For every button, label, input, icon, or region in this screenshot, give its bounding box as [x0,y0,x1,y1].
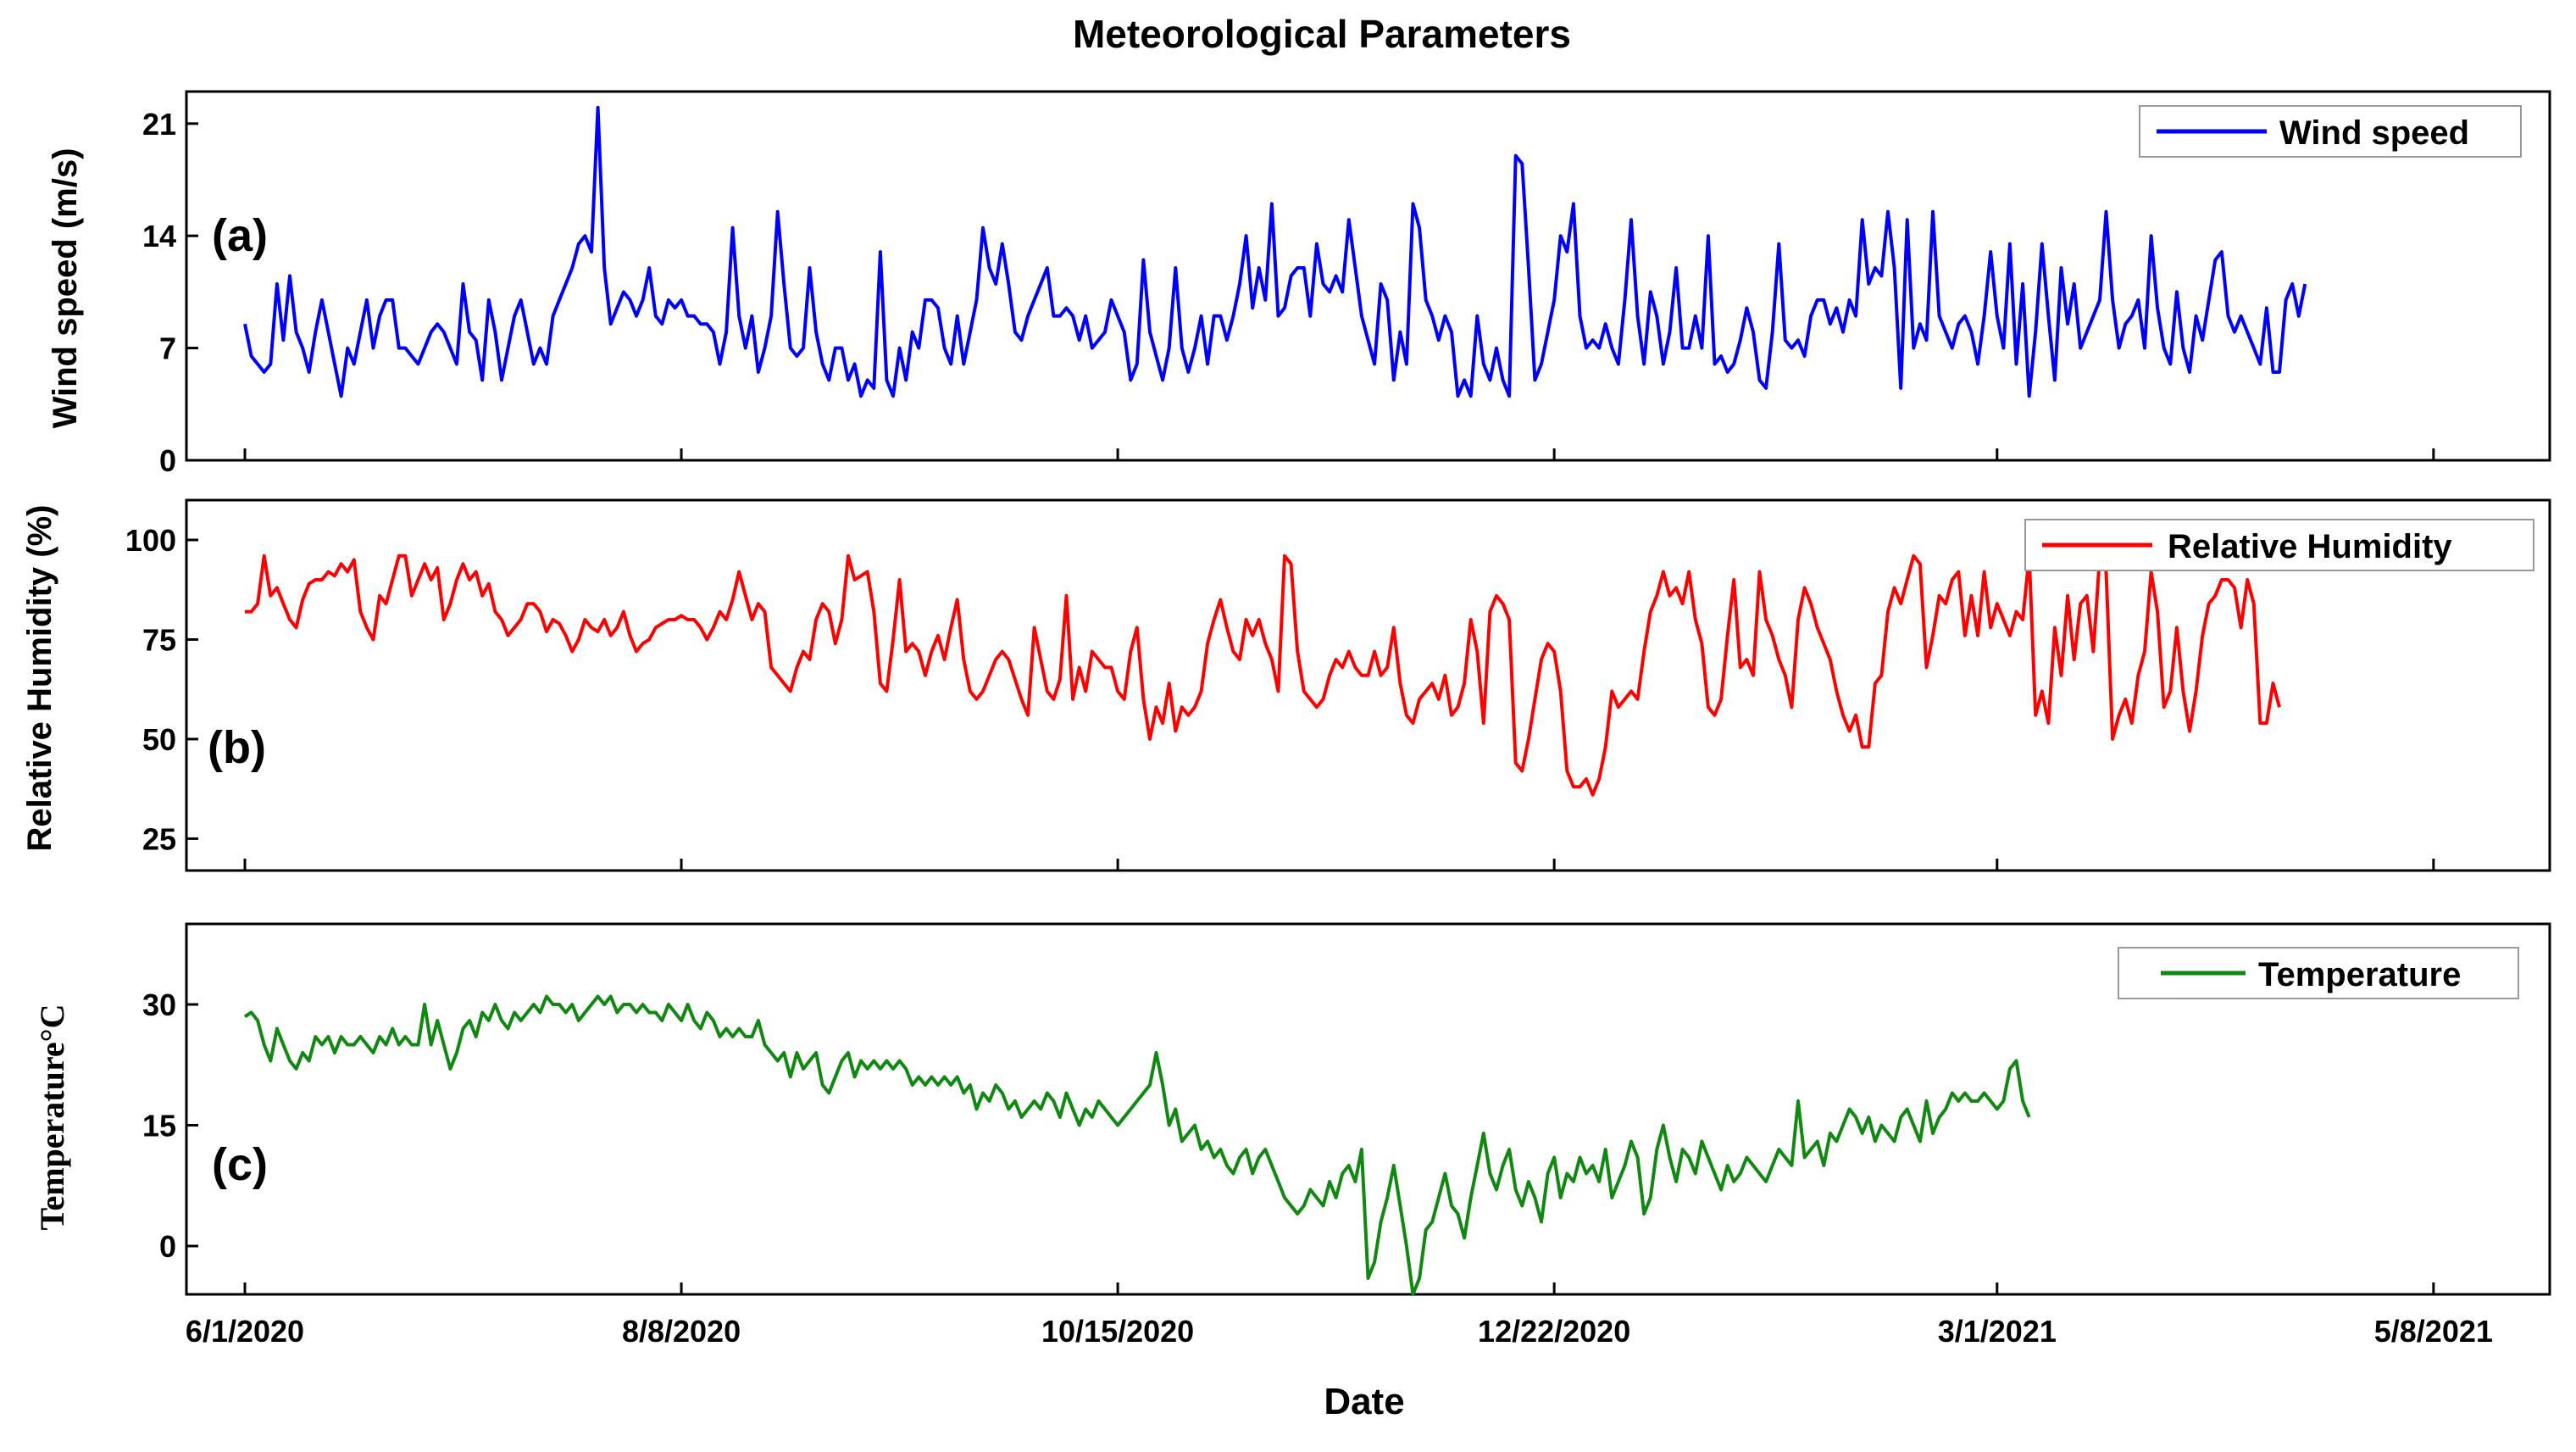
y-tick-label: 0 [159,443,176,478]
y-tick-label: 100 [125,523,176,558]
plot-frame [185,922,2551,1296]
x-tick-labels: 6/1/2020 8/8/2020 10/15/2020 12/22/2020 3/1/… [186,1314,2493,1349]
y-tick-label: 21 [142,107,176,142]
y-tick-label: 0 [159,1229,176,1264]
y-tick-label: 25 [142,821,176,856]
legend: Wind speed [2139,105,2522,158]
y-tick-label: 14 [142,219,176,253]
x-tick-label: 3/1/2021 [1938,1314,2057,1349]
temperature-series-line [243,994,2031,1296]
y-tick-label: 50 [142,722,176,757]
x-axis-label: Date [1324,1381,1404,1422]
wind-speed-panel: 0 7 14 21 (a) Wind speed (m/s) Wind speed [47,90,2551,478]
legend: Relative Humidity [2024,519,2534,571]
y-axis: 0 15 30 [142,987,198,1264]
y-tick-label: 30 [142,987,176,1022]
temperature-panel: 0 15 30 (c) Temperature°C Temperature [33,922,2551,1296]
y-axis-label: Wind speed (m/s) [47,148,84,429]
panel-a-tag: (a) [212,210,268,261]
y-tick-label: 7 [159,331,176,366]
x-axis-ticks [243,859,2435,871]
y-tick-label: 15 [142,1109,176,1143]
legend-label: Wind speed [2279,114,2469,152]
legend-label: Temperature [2258,956,2461,993]
x-axis-ticks [243,1282,2435,1294]
x-tick-label: 8/8/2020 [622,1314,741,1349]
y-axis-label: Relative Humidity (%) [21,505,58,852]
relative-humidity-panel: 25 50 75 100 (b) Relative Humidity (%) Rela… [21,498,2551,872]
x-tick-label: 10/15/2020 [1041,1314,1194,1349]
legend-label: Relative Humidity [2168,528,2452,565]
panel-b-tag: (b) [208,722,266,773]
x-tick-label: 6/1/2020 [186,1314,304,1349]
x-axis-ticks [243,448,2435,460]
relative-humidity-series-line [245,554,2281,797]
plot-frame [185,90,2551,462]
y-tick-label: 75 [142,622,176,657]
legend: Temperature [2118,947,2519,999]
wind-speed-series-line [243,105,2307,398]
x-tick-label: 12/22/2020 [1478,1314,1630,1349]
y-axis: 0 7 14 21 [142,107,198,478]
panel-c-tag: (c) [212,1139,268,1190]
x-tick-label: 5/8/2021 [2374,1314,2493,1349]
y-axis-label: Temperature°C [33,1004,71,1230]
plot-frame [185,498,2551,872]
y-axis: 25 50 75 100 [125,523,198,856]
figure-title: Meteorological Parameters [1073,12,1571,56]
